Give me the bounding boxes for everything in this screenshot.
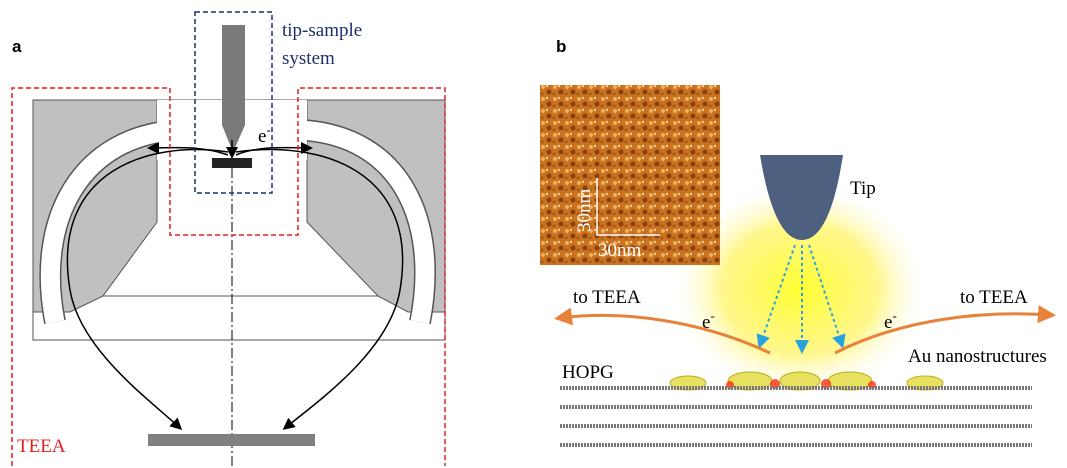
electron-base: e [702,312,710,333]
electron-sup: - [710,308,714,323]
panel-a: a tip-sample system e- TEEA [12,12,445,466]
electron-sup: - [266,122,270,137]
electron-base: e [884,312,892,333]
figure: a tip-sample system e- TEEA b 30nm 30nm [0,0,1067,468]
panel-label: b [556,37,566,56]
to-teea-label: to TEEA [573,287,641,308]
electron-sup: - [892,308,896,323]
sample [212,158,252,168]
tip [222,25,245,150]
scale-label: 30nm [574,189,595,233]
tip-sample-label: system [282,48,335,69]
panel-label: a [12,37,22,56]
particles-label: Au nanostructures [908,346,1047,367]
to-teea-label: to TEEA [960,287,1028,308]
detector [148,434,315,446]
electron-base: e [258,126,266,147]
panel-b: b 30nm 30nm Tip to TEEA to TEEA e- e- Au… [540,37,1050,445]
teea-label: TEEA [17,436,66,457]
afm-image [540,85,720,265]
scale-label: 30nm [598,240,642,261]
substrate-label: HOPG [562,362,614,383]
tip-sample-label: tip-sample [282,20,362,41]
tip-label: Tip [850,178,876,199]
